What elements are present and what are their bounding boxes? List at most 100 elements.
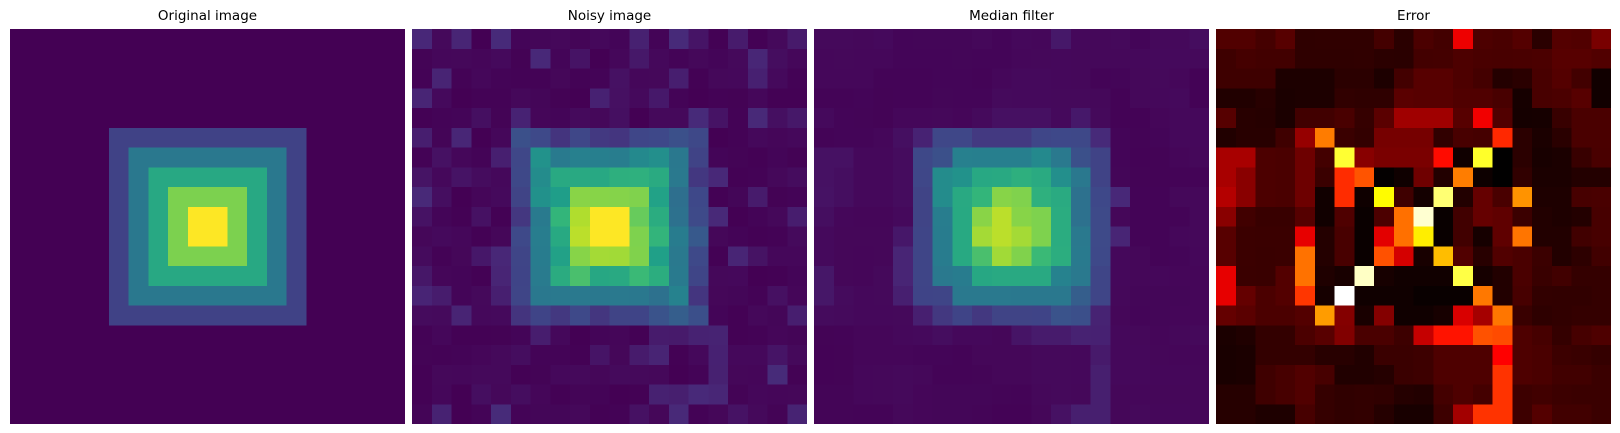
median-pixel-7-12 <box>1051 167 1072 188</box>
error-pixel-19-9 <box>1393 404 1414 424</box>
error-pixel-17-18 <box>1571 364 1592 385</box>
noisy-pixel-11-4 <box>491 246 512 267</box>
error-pixel-1-9 <box>1393 48 1414 69</box>
noisy-pixel-19-19 <box>787 404 807 424</box>
error-pixel-2-11 <box>1433 68 1454 89</box>
original-pixel-11-11 <box>227 246 248 267</box>
error-pixel-5-2 <box>1255 127 1276 148</box>
error-pixel-1-4 <box>1295 48 1316 69</box>
error-pixel-12-7 <box>1354 266 1375 287</box>
noisy-pixel-4-14 <box>688 108 709 129</box>
median-pixel-6-15 <box>1110 147 1131 168</box>
error-pixel-7-8 <box>1374 167 1395 188</box>
noisy-pixel-9-0 <box>412 206 433 227</box>
noisy-pixel-3-9 <box>589 88 610 109</box>
median-pixel-12-4 <box>893 266 914 287</box>
noisy-pixel-6-11 <box>629 147 650 168</box>
median-pixel-19-11 <box>1031 404 1052 424</box>
noisy-pixel-10-2 <box>451 226 472 247</box>
error-pixel-17-1 <box>1235 364 1256 385</box>
noisy-pixel-12-0 <box>412 266 433 287</box>
median-pixel-13-2 <box>853 285 874 306</box>
error-pixel-9-0 <box>1216 206 1237 227</box>
noisy-pixel-3-17 <box>747 88 768 109</box>
noisy-pixel-17-18 <box>767 364 788 385</box>
median-pixel-18-2 <box>853 384 874 405</box>
original-image-heatmap <box>10 29 405 424</box>
error-pixel-2-17 <box>1551 68 1572 89</box>
error-pixel-11-5 <box>1314 246 1335 267</box>
error-pixel-5-4 <box>1295 127 1316 148</box>
noisy-pixel-9-19 <box>787 206 807 227</box>
median-pixel-8-11 <box>1031 187 1052 208</box>
original-pixel-8-2 <box>49 187 70 208</box>
median-pixel-13-9 <box>991 285 1012 306</box>
error-pixel-2-15 <box>1512 68 1533 89</box>
noisy-pixel-7-17 <box>747 167 768 188</box>
original-pixel-10-12 <box>247 226 268 247</box>
median-pixel-19-12 <box>1051 404 1072 424</box>
median-pixel-19-16 <box>1130 404 1151 424</box>
noisy-pixel-10-19 <box>787 226 807 247</box>
noisy-pixel-14-6 <box>530 305 551 326</box>
error-pixel-5-7 <box>1354 127 1375 148</box>
median-pixel-6-16 <box>1130 147 1151 168</box>
noisy-pixel-1-17 <box>747 48 768 69</box>
median-pixel-0-10 <box>1011 29 1032 50</box>
noisy-pixel-12-18 <box>767 266 788 287</box>
original-pixel-3-7 <box>148 88 169 109</box>
error-pixel-8-8 <box>1374 187 1395 208</box>
noisy-pixel-1-1 <box>431 48 452 69</box>
noisy-pixel-14-4 <box>491 305 512 326</box>
original-pixel-11-17 <box>345 246 366 267</box>
original-pixel-6-0 <box>10 147 31 168</box>
median-pixel-2-4 <box>893 68 914 89</box>
original-pixel-9-9 <box>187 206 208 227</box>
error-pixel-5-16 <box>1532 127 1553 148</box>
noisy-pixel-10-16 <box>728 226 749 247</box>
noisy-pixel-2-5 <box>510 68 531 89</box>
error-pixel-4-19 <box>1591 108 1611 129</box>
original-pixel-8-10 <box>207 187 228 208</box>
median-pixel-7-7 <box>952 167 973 188</box>
original-pixel-7-15 <box>306 167 327 188</box>
error-pixel-16-14 <box>1492 345 1513 366</box>
noisy-pixel-15-18 <box>767 325 788 346</box>
original-pixel-7-3 <box>69 167 90 188</box>
original-pixel-1-14 <box>286 48 307 69</box>
median-pixel-14-8 <box>972 305 993 326</box>
median-pixel-11-10 <box>1011 246 1032 267</box>
error-pixel-2-14 <box>1492 68 1513 89</box>
noisy-pixel-16-1 <box>431 345 452 366</box>
median-pixel-15-16 <box>1130 325 1151 346</box>
original-pixel-9-6 <box>128 206 149 227</box>
error-pixel-3-7 <box>1354 88 1375 109</box>
original-pixel-13-9 <box>187 285 208 306</box>
error-pixel-10-14 <box>1492 226 1513 247</box>
noisy-pixel-10-5 <box>510 226 531 247</box>
original-pixel-13-18 <box>365 285 386 306</box>
median-pixel-1-13 <box>1070 48 1091 69</box>
error-pixel-9-10 <box>1413 206 1434 227</box>
error-pixel-4-9 <box>1393 108 1414 129</box>
error-pixel-2-3 <box>1275 68 1296 89</box>
error-pixel-10-13 <box>1472 226 1493 247</box>
noisy-pixel-3-5 <box>510 88 531 109</box>
median-pixel-19-8 <box>972 404 993 424</box>
noisy-pixel-2-3 <box>471 68 492 89</box>
error-pixel-9-1 <box>1235 206 1256 227</box>
median-pixel-17-2 <box>853 364 874 385</box>
error-pixel-5-19 <box>1591 127 1611 148</box>
median-pixel-10-13 <box>1070 226 1091 247</box>
error-pixel-5-11 <box>1433 127 1454 148</box>
median-pixel-11-13 <box>1070 246 1091 267</box>
noisy-pixel-9-9 <box>589 206 610 227</box>
median-pixel-19-4 <box>893 404 914 424</box>
median-pixel-16-14 <box>1090 345 1111 366</box>
median-pixel-18-12 <box>1051 384 1072 405</box>
original-pixel-15-2 <box>49 325 70 346</box>
noisy-pixel-3-12 <box>649 88 670 109</box>
error-pixel-12-13 <box>1472 266 1493 287</box>
error-pixel-13-9 <box>1393 285 1414 306</box>
original-pixel-13-2 <box>49 285 70 306</box>
